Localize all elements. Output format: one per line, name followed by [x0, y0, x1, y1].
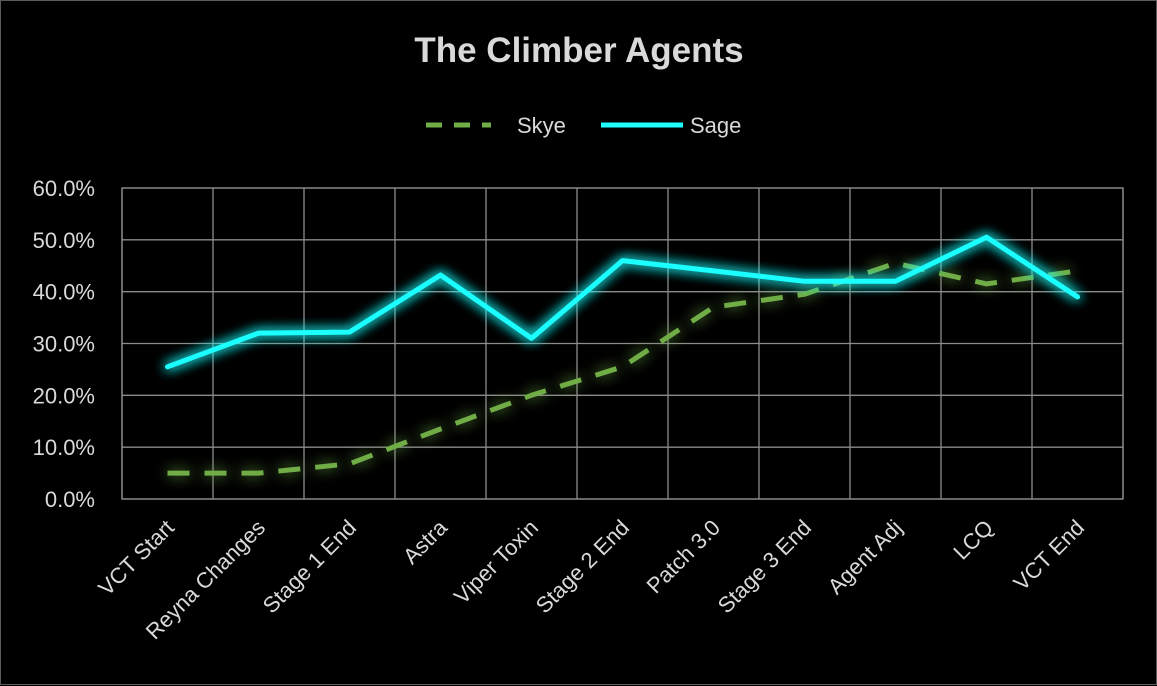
- x-tick-label: Stage 3 End: [713, 515, 816, 618]
- y-tick-label: 10.0%: [33, 435, 95, 460]
- x-tick-label: Astra: [398, 514, 453, 569]
- x-tick-label: VCT End: [1009, 515, 1090, 596]
- x-tick-label: Stage 2 End: [531, 515, 634, 618]
- grid: [122, 188, 1123, 499]
- x-tick-label: VCT Start: [93, 515, 179, 601]
- x-tick-label: Viper Toxin: [449, 515, 543, 609]
- y-tick-label: 20.0%: [33, 383, 95, 408]
- y-axis: 0.0% 10.0% 20.0% 30.0% 40.0% 50.0% 60.0%: [33, 176, 95, 512]
- chart-title: The Climber Agents: [414, 31, 743, 70]
- y-tick-label: 0.0%: [45, 487, 95, 512]
- legend-label-sage: Sage: [690, 113, 741, 138]
- legend: Skye Sage: [426, 113, 741, 138]
- y-tick-label: 30.0%: [33, 332, 95, 357]
- y-tick-label: 60.0%: [33, 176, 95, 201]
- x-tick-label: Agent Adj: [823, 515, 907, 599]
- legend-label-skye: Skye: [517, 113, 566, 138]
- x-tick-label: Stage 1 End: [258, 515, 361, 618]
- y-tick-label: 40.0%: [33, 280, 95, 305]
- x-tick-label: Patch 3.0: [642, 515, 725, 598]
- y-tick-label: 50.0%: [33, 228, 95, 253]
- x-tick-label: LCQ: [948, 515, 998, 565]
